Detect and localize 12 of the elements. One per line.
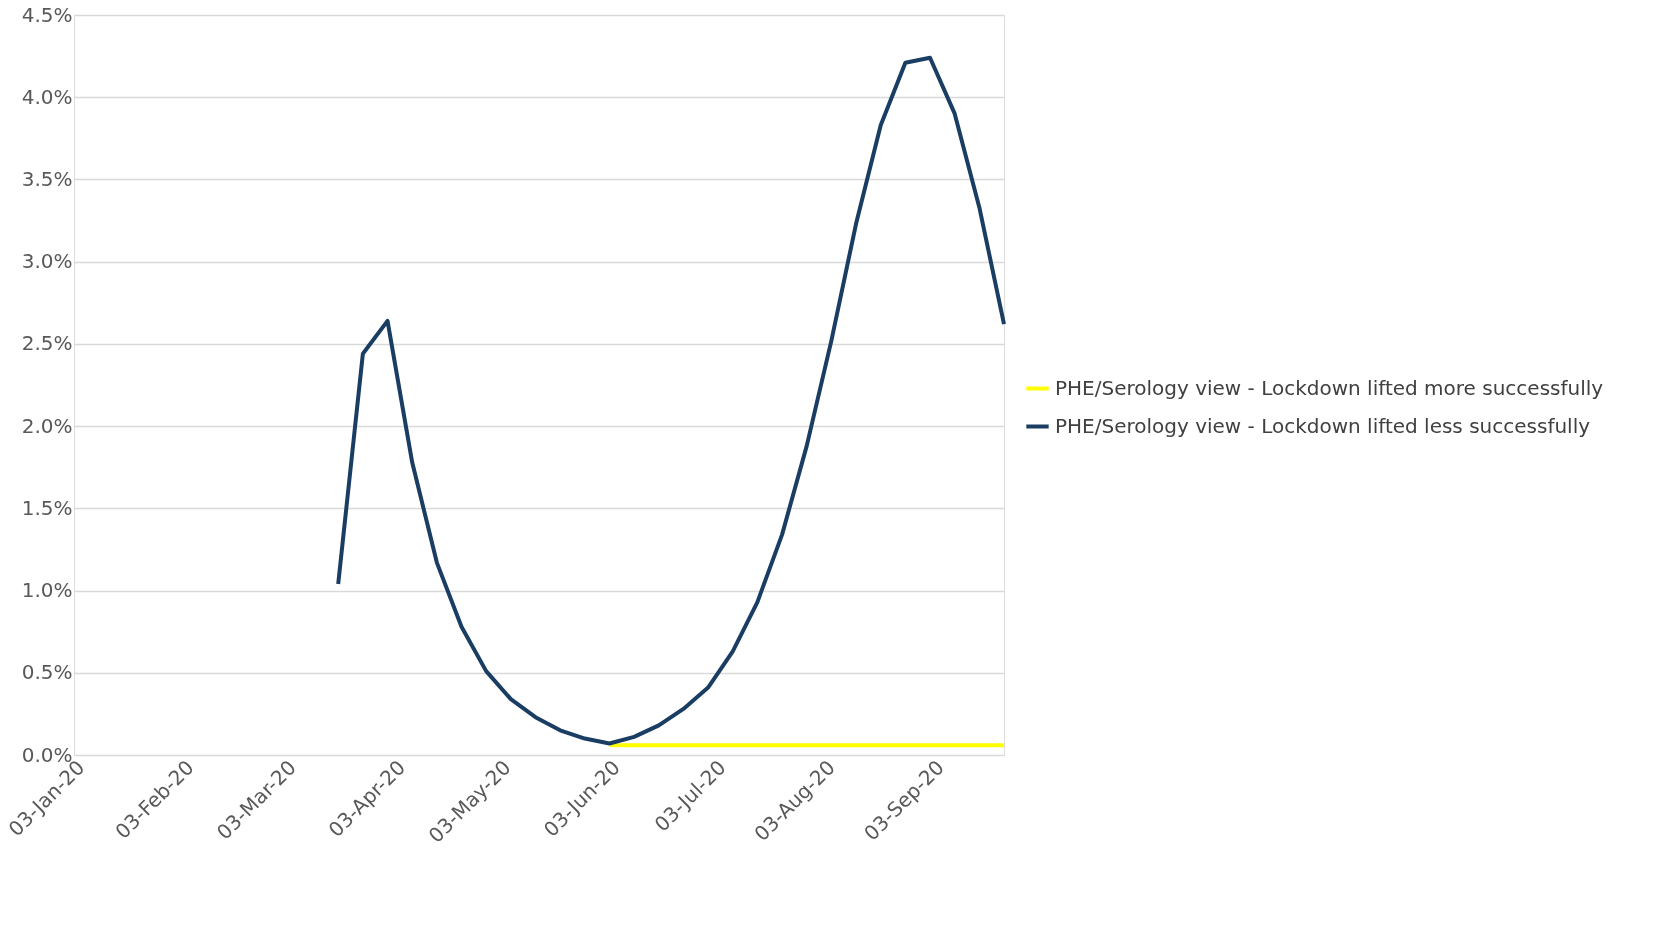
y-tick-label: 0.5% (21, 660, 73, 685)
line-series (336, 55, 1006, 746)
y-tick-label: 3.0% (21, 249, 73, 274)
legend-label: PHE/Serology view - Lockdown lifted more successfully (1055, 375, 1604, 400)
y-tick-label: 3.5% (21, 166, 73, 191)
y-tick-label: 2.0% (21, 413, 73, 438)
y-tick-label: 1.0% (21, 578, 73, 603)
legend-label: PHE/Serology view - Lockdown lifted less successfully (1055, 413, 1591, 438)
y-tick-label: 1.5% (21, 495, 73, 520)
y-tick-label: 4.0% (21, 84, 73, 109)
y-tick-label: 4.5% (21, 2, 73, 27)
y-tick-label: 2.5% (21, 331, 73, 356)
